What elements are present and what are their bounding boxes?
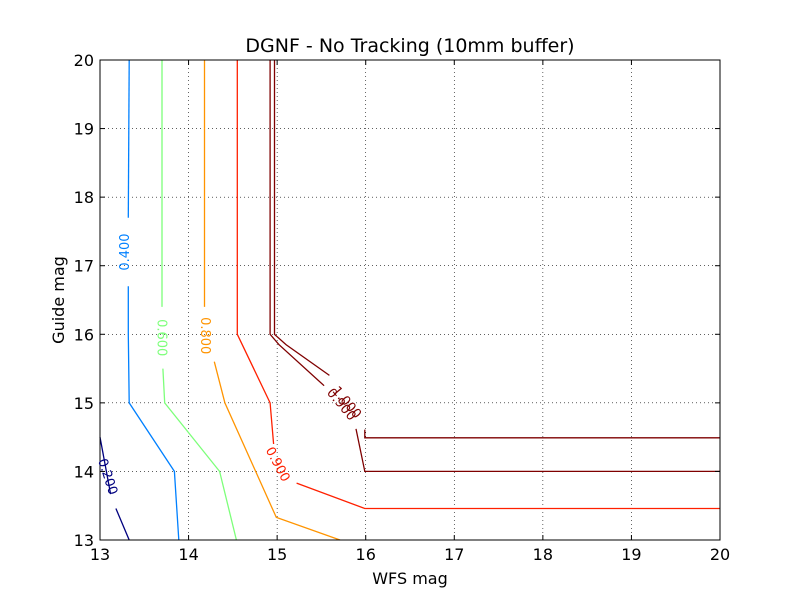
chart-title: DGNF - No Tracking (10mm buffer): [245, 35, 574, 57]
contour-line-0.200: [115, 508, 130, 541]
contour-line-0.900: [296, 482, 720, 510]
y-tick-label: 16: [74, 325, 94, 344]
y-tick-label: 15: [74, 394, 94, 413]
x-tick-label: 19: [621, 545, 641, 564]
contour-label-0.400: 0.400: [118, 233, 133, 270]
y-tick-label: 17: [74, 257, 94, 276]
contour-line-0.600: [162, 368, 238, 541]
plot-frame: [99, 59, 721, 541]
contour-line-0.900: [355, 428, 720, 473]
contour-line-1.000: [364, 429, 720, 439]
contour-line-0.200: [99, 436, 112, 495]
contour-line-0.400: [127, 286, 180, 541]
x-tick-label: 20: [710, 545, 730, 564]
y-axis-title: Guide mag: [49, 256, 68, 344]
x-axis-title: WFS mag: [372, 569, 448, 588]
y-tick-label: 13: [74, 531, 94, 550]
y-tick-label: 14: [74, 462, 94, 481]
x-tick-label: 13: [90, 545, 110, 564]
contour-line-0.900: [236, 60, 275, 445]
y-tick-label: 19: [74, 120, 94, 139]
contour-line-0.400: [127, 59, 130, 218]
contour-line-0.900: [269, 60, 325, 387]
x-tick-label: 18: [533, 545, 553, 564]
x-tick-label: 16: [356, 545, 376, 564]
y-tick-label: 18: [74, 188, 94, 207]
contour-line-0.800: [213, 361, 341, 541]
x-tick-label: 14: [178, 545, 198, 564]
x-tick-label: 17: [444, 545, 464, 564]
contour-label-0.800: 0.800: [197, 317, 212, 354]
x-tick-label: 15: [267, 545, 287, 564]
y-tick-label: 20: [74, 51, 94, 70]
contour-line-1.000: [273, 60, 330, 376]
plot-area: [100, 60, 720, 540]
contour-lines: [99, 59, 720, 541]
axis-ticks: 13 14 15 16 17 18 19 20 13 14 15 16 17 18 19 20: [74, 51, 731, 564]
contour-label-0.600: 0.600: [154, 319, 169, 356]
